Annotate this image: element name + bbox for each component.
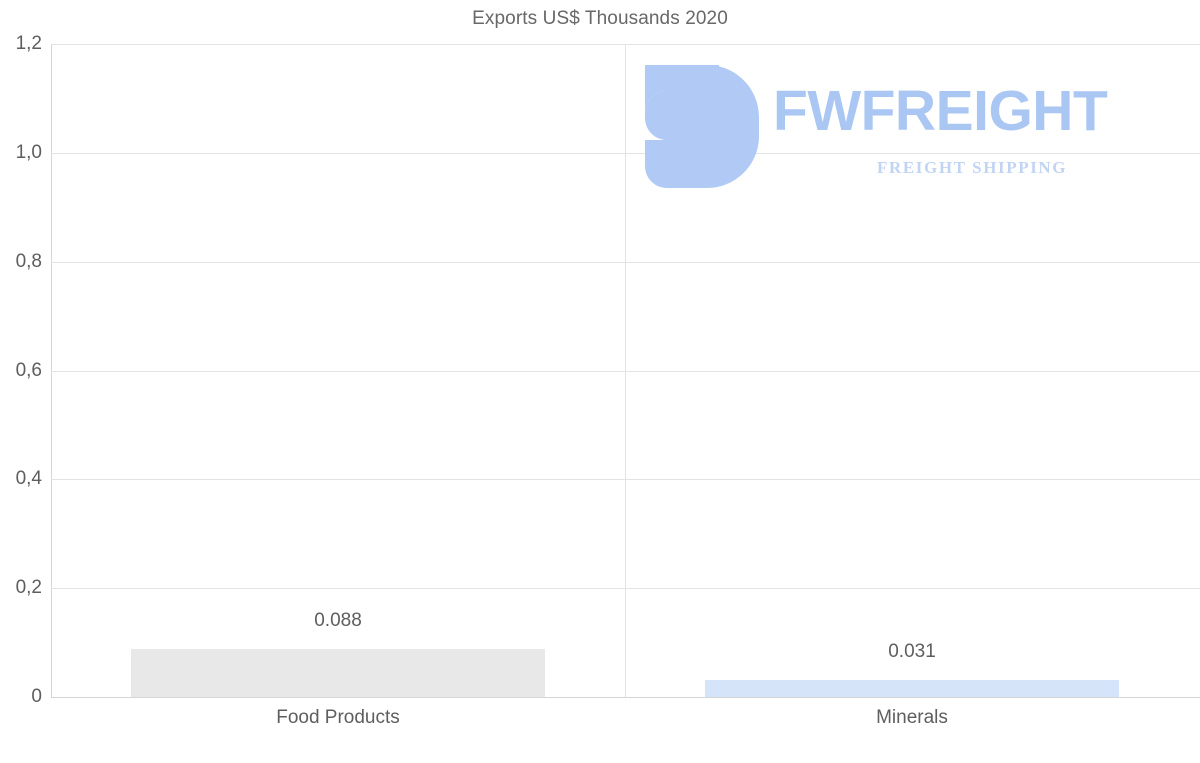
category-divider bbox=[625, 44, 626, 697]
gridline-baseline-0 bbox=[51, 697, 1200, 698]
bar-value-food-products: 0.088 bbox=[314, 610, 362, 631]
x-label-minerals: Minerals bbox=[876, 707, 948, 728]
plot-area bbox=[51, 44, 1200, 698]
bar-food-products[interactable] bbox=[131, 649, 545, 697]
y-tick-label-1-2: 1,2 bbox=[15, 33, 42, 54]
y-tick-label-0-6: 0,6 bbox=[15, 359, 42, 381]
y-tick-label-0-8: 0,8 bbox=[15, 250, 42, 272]
chart-title: Exports US$ Thousands 2020 bbox=[472, 8, 728, 29]
y-tick-label-1-0: 1,0 bbox=[15, 141, 42, 163]
bar-value-minerals: 0.031 bbox=[888, 641, 936, 662]
y-tick-label-0: 0 bbox=[31, 686, 42, 707]
bar-minerals[interactable] bbox=[705, 680, 1119, 697]
x-label-food-products: Food Products bbox=[276, 707, 400, 728]
y-tick-label-0-2: 0,2 bbox=[15, 577, 42, 599]
y-tick-label-0-4: 0,4 bbox=[15, 468, 42, 490]
